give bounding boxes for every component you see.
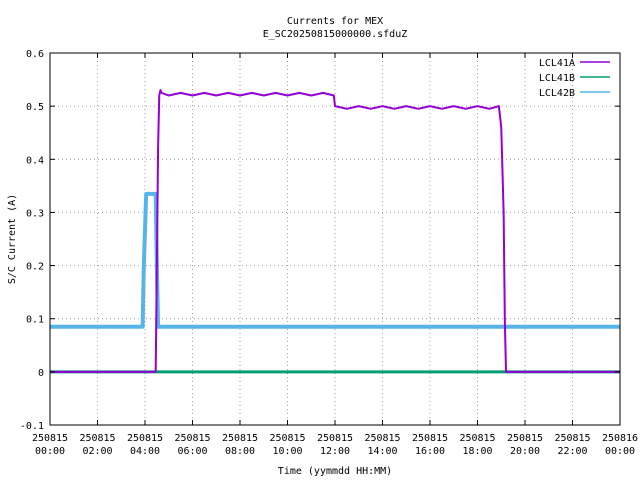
y-axis: -0.1 0 0.1 0.2 0.3 0.4 0.5 0.6 — [20, 49, 620, 432]
x-tick-label: 250815 — [79, 433, 115, 444]
x-tick-label: 250815 — [32, 433, 68, 444]
y-tick-label: 0 — [38, 368, 44, 379]
y-tick-label: 0.6 — [26, 49, 44, 60]
x-tick-label: 250815 — [174, 433, 210, 444]
x-tick-label: 250815 — [317, 433, 353, 444]
x-tick-label: 250816 — [602, 433, 638, 444]
y-tick-label: 0.3 — [26, 208, 44, 219]
legend-label: LCL41A — [539, 58, 575, 69]
x-tick-label: 00:00 — [35, 446, 65, 457]
x-tick-label: 22:00 — [557, 446, 587, 457]
x-tick-label: 14:00 — [367, 446, 397, 457]
x-tick-label: 250815 — [222, 433, 258, 444]
x-tick-label: 16:00 — [415, 446, 445, 457]
x-tick-label: 250815 — [364, 433, 400, 444]
y-tick-label: 0.4 — [26, 155, 44, 166]
chart-subtitle: E_SC20250815000000.sfduZ — [263, 29, 408, 40]
y-axis-label: S/C Current (A) — [7, 194, 18, 284]
x-tick-label: 02:00 — [82, 446, 112, 457]
x-tick-label: 250815 — [127, 433, 163, 444]
x-tick-label: 06:00 — [177, 446, 207, 457]
x-tick-label: 08:00 — [225, 446, 255, 457]
chart-title: Currents for MEX — [287, 16, 383, 27]
x-tick-label: 12:00 — [320, 446, 350, 457]
series-line-lcl41a — [50, 89, 620, 373]
x-axis-label: Time (yymmdd HH:MM) — [278, 466, 392, 477]
y-tick-label: 0.1 — [26, 315, 44, 326]
x-tick-label: 250815 — [459, 433, 495, 444]
legend: LCL41A LCL41B LCL42B — [539, 58, 610, 99]
series-line-lcl42b — [50, 191, 620, 329]
x-tick-label: 250815 — [412, 433, 448, 444]
y-tick-label: 0.5 — [26, 102, 44, 113]
x-tick-label: 10:00 — [272, 446, 302, 457]
y-tick-label: -0.1 — [20, 421, 44, 432]
x-tick-label: 250815 — [554, 433, 590, 444]
x-tick-label: 00:00 — [605, 446, 635, 457]
series-layer — [50, 89, 620, 374]
x-tick-label: 04:00 — [130, 446, 160, 457]
x-tick-label: 250815 — [507, 433, 543, 444]
grid — [50, 53, 620, 425]
y-tick-label: 0.2 — [26, 262, 44, 273]
legend-label: LCL41B — [539, 73, 575, 84]
x-tick-label: 18:00 — [462, 446, 492, 457]
x-tick-label: 250815 — [269, 433, 305, 444]
x-axis: 250815 00:00 250815 02:00 250815 04:00 250815 0… — [32, 53, 638, 457]
legend-label: LCL42B — [539, 88, 575, 99]
x-tick-label: 20:00 — [510, 446, 540, 457]
